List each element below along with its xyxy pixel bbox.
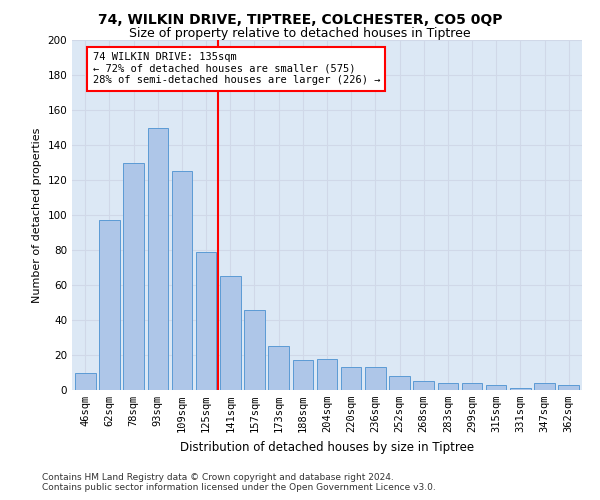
Bar xyxy=(75,372,95,390)
Bar xyxy=(534,383,555,390)
Bar xyxy=(148,128,168,390)
Bar xyxy=(124,162,144,390)
Text: Size of property relative to detached houses in Tiptree: Size of property relative to detached ho… xyxy=(129,28,471,40)
Bar xyxy=(172,171,192,390)
Bar xyxy=(486,385,506,390)
Bar xyxy=(413,381,434,390)
Bar xyxy=(196,252,217,390)
Text: 74, WILKIN DRIVE, TIPTREE, COLCHESTER, CO5 0QP: 74, WILKIN DRIVE, TIPTREE, COLCHESTER, C… xyxy=(98,12,502,26)
Bar xyxy=(389,376,410,390)
Bar xyxy=(462,383,482,390)
Y-axis label: Number of detached properties: Number of detached properties xyxy=(32,128,42,302)
Bar xyxy=(268,346,289,390)
Bar xyxy=(365,367,386,390)
Bar xyxy=(99,220,120,390)
Bar xyxy=(437,383,458,390)
Text: 74 WILKIN DRIVE: 135sqm
← 72% of detached houses are smaller (575)
28% of semi-d: 74 WILKIN DRIVE: 135sqm ← 72% of detache… xyxy=(92,52,380,86)
Bar xyxy=(220,276,241,390)
X-axis label: Distribution of detached houses by size in Tiptree: Distribution of detached houses by size … xyxy=(180,440,474,454)
Bar xyxy=(317,358,337,390)
Text: Contains HM Land Registry data © Crown copyright and database right 2024.
Contai: Contains HM Land Registry data © Crown c… xyxy=(42,473,436,492)
Bar xyxy=(244,310,265,390)
Bar xyxy=(341,367,361,390)
Bar xyxy=(293,360,313,390)
Bar xyxy=(510,388,530,390)
Bar xyxy=(559,385,579,390)
